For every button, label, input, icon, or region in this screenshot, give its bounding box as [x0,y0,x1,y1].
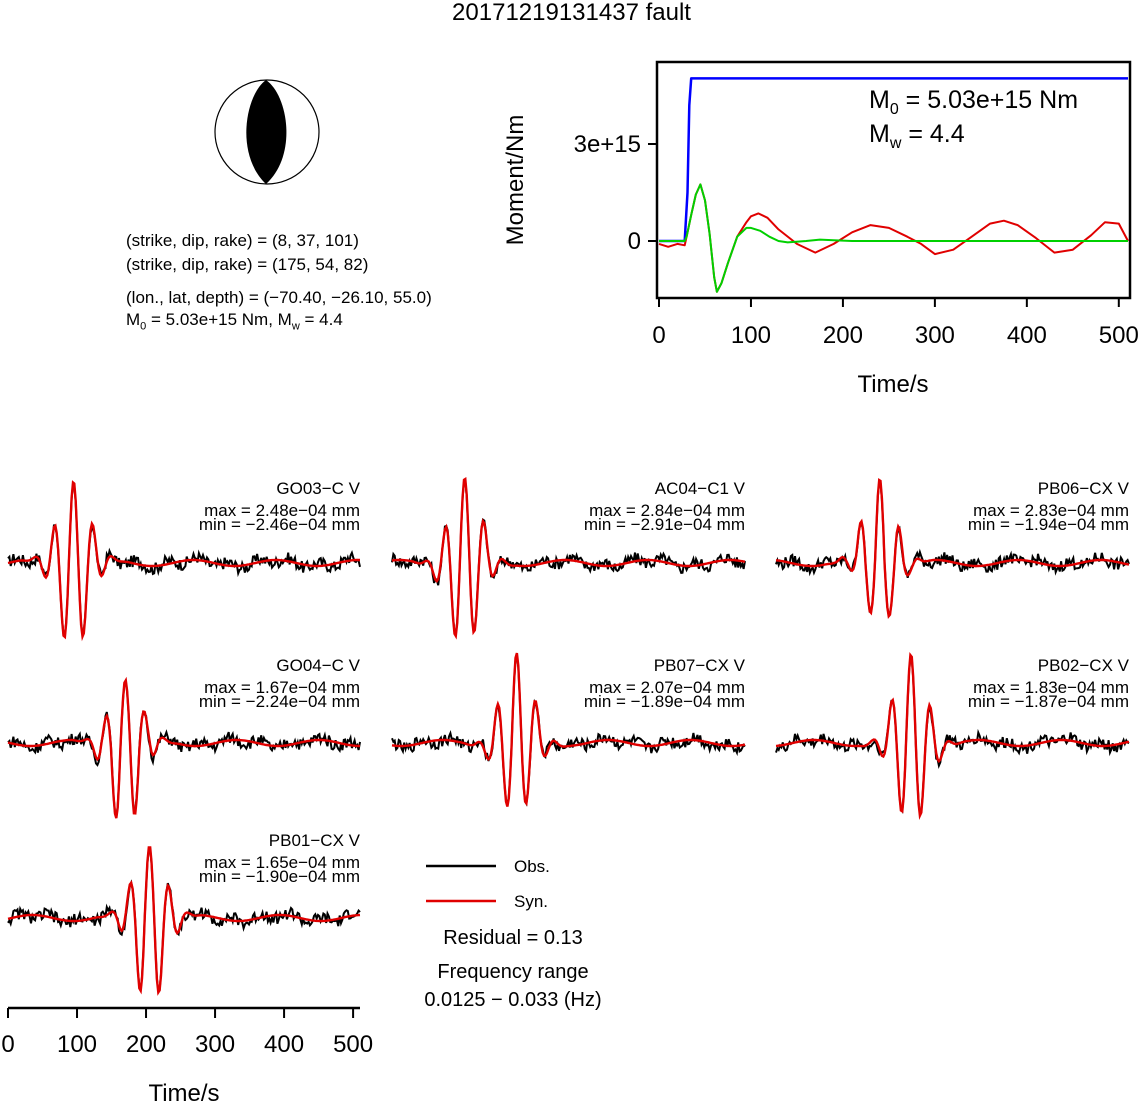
synthetic-trace [391,476,746,640]
waveform-x-tick-label: 300 [195,1031,235,1058]
moment-plot-frame [655,60,1132,300]
page-title: 20171219131437 fault [452,0,691,26]
moment-rate-green-line [659,183,1128,293]
station-name: AC04−C1 V [655,479,746,498]
synthetic-trace [7,676,360,819]
station-min: min = −1.89e−04 mm [584,692,745,711]
location-depth: (lon., lat, depth) = (−70.40, −26.10, 55… [126,288,432,307]
moment-rate-red-line [658,183,1129,293]
frequency-range-label: Frequency range [437,961,588,983]
moment-x-tick-label: 0 [652,322,665,349]
station-max: max = 2.48e−04 mm [204,501,360,520]
moment-x-tick-label: 300 [915,322,955,349]
nodal-plane-1: (strike, dip, rake) = (8, 37, 101) [126,231,359,250]
synthetic-trace [775,651,1130,820]
station-min: min = −2.24e−04 mm [199,692,360,711]
station-name: GO04−C V [276,656,360,675]
station-min: min = −1.94e−04 mm [968,515,1129,534]
moment-x-tick-label: 400 [1007,322,1047,349]
legend-obs-label: Obs. [514,857,550,876]
waveform-time-axis: 0 100 200 300 400 500 Time/s [1,1006,373,1104]
synthetic-trace [775,478,1130,620]
station-min: min = −2.91e−04 mm [584,515,745,534]
moment-x-tick-label: 500 [1099,322,1139,349]
synthetic-trace [7,846,361,996]
station-max: max = 1.65e−04 mm [204,853,360,872]
moment-series [658,77,1129,293]
residual-text: Residual = 0.13 [443,927,583,949]
moment-magnitude-text: M0 = 5.03e+15 Nm, Mw = 4.4 [126,310,343,333]
station-max: max = 1.67e−04 mm [204,678,360,697]
station-name: PB01−CX V [269,831,361,850]
station-max: max = 2.07e−04 mm [589,678,745,697]
moment-x-tick-label: 100 [731,322,771,349]
station-min: min = −1.90e−04 mm [199,867,360,886]
waveform-x-tick-label: 200 [126,1031,166,1058]
waveform-x-label: Time/s [148,1080,219,1104]
observed-trace [775,480,1130,618]
station-max: max = 2.83e−04 mm [973,501,1129,520]
station-max: max = 1.83e−04 mm [973,678,1129,697]
moment-plot: 0 100 200 300 400 500 3e+15 0 M0 = 5.03e+15 Nm… [502,60,1139,398]
legend-syn-label: Syn. [514,892,548,911]
moment-annot-mw: Mw = 4.4 [869,120,965,152]
station-min: min = −1.87e−04 mm [968,692,1129,711]
moment-y-label: Moment/Nm [502,115,529,246]
moment-x-tick-label: 200 [823,322,863,349]
waveform-x-tick-label: 400 [264,1031,304,1058]
station-name: PB02−CX V [1038,656,1130,675]
station-name: PB06−CX V [1038,479,1130,498]
moment-annot-m0: M0 = 5.03e+15 Nm [869,86,1078,118]
waveform-x-tick-label: 500 [333,1031,373,1058]
station-name: PB07−CX V [654,656,746,675]
observed-trace [775,654,1130,815]
synthetic-trace [391,652,746,807]
moment-x-axis: 0 100 200 300 400 500 [652,298,1139,349]
moment-y-tick-label: 3e+15 [574,131,641,158]
station-min: min = −2.46e−04 mm [199,515,360,534]
nodal-plane-2: (strike, dip, rake) = (175, 54, 82) [126,255,369,274]
beachball-icon [214,79,320,185]
moment-x-label: Time/s [857,371,928,398]
legend: Obs. Syn. Residual = 0.13 Frequency rang… [424,857,601,1011]
moment-y-axis: 3e+15 0 [574,131,657,255]
moment-y-tick-label: 0 [628,228,641,255]
synthetic-trace [7,480,360,642]
frequency-range-value: 0.0125 − 0.033 (Hz) [424,989,601,1011]
station-name: GO03−C V [276,479,360,498]
station-max: max = 2.84e−04 mm [589,501,745,520]
waveform-x-tick-label: 100 [57,1031,97,1058]
waveform-x-tick-label: 0 [1,1031,14,1058]
